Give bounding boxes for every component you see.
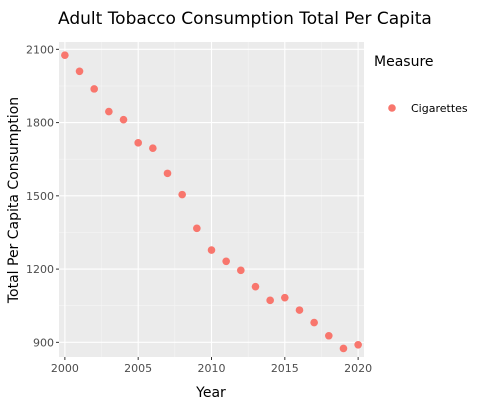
y-tick-label-2100: 2100 [26,43,54,56]
y-axis: 900 1200 1500 1800 2100 [26,43,59,349]
data-point-2004 [119,115,128,124]
x-tick-label-2005: 2005 [124,362,152,375]
data-point-2001 [75,67,84,76]
x-tick-label-2015: 2015 [271,362,299,375]
data-point-2019 [339,344,348,353]
data-point-2014 [266,296,274,305]
data-point-2016 [295,306,304,314]
data-point-2006 [149,144,157,153]
x-axis: 2000 2005 2010 2015 2020 [51,357,372,375]
data-point-2000 [61,51,69,59]
data-point-2017 [310,318,318,327]
chart-title: Adult Tobacco Consumption Total Per Capi… [58,9,432,29]
legend-title: Measure [374,54,434,70]
y-axis-title: Total Per Capita Consumption [6,97,22,304]
y-tick-label-1500: 1500 [26,190,54,203]
data-point-2020 [354,340,362,349]
data-point-2002 [90,85,98,93]
data-points [61,51,362,353]
data-point-2011 [222,257,230,266]
data-point-2013 [251,282,260,291]
data-point-2007 [163,169,172,178]
x-tick-label-2010: 2010 [198,362,226,375]
legend: Measure Cigarettes [374,54,468,115]
y-tick-label-1800: 1800 [26,117,54,130]
data-point-2010 [207,246,216,254]
data-point-2008 [178,190,186,199]
data-point-2012 [237,266,245,275]
data-point-2015 [281,293,289,302]
y-tick-label-900: 900 [33,336,54,349]
legend-key-cigarettes [388,104,396,112]
data-point-2005 [134,139,142,147]
x-axis-title: Year [195,385,226,400]
data-point-2003 [105,107,113,116]
x-tick-label-2020: 2020 [344,362,372,375]
x-tick-label-2000: 2000 [51,362,79,375]
legend-label-cigarettes: Cigarettes [411,102,468,115]
major-gridlines [59,42,364,357]
data-point-2018 [325,331,333,340]
y-tick-label-1200: 1200 [26,263,54,276]
data-point-2009 [193,224,201,233]
